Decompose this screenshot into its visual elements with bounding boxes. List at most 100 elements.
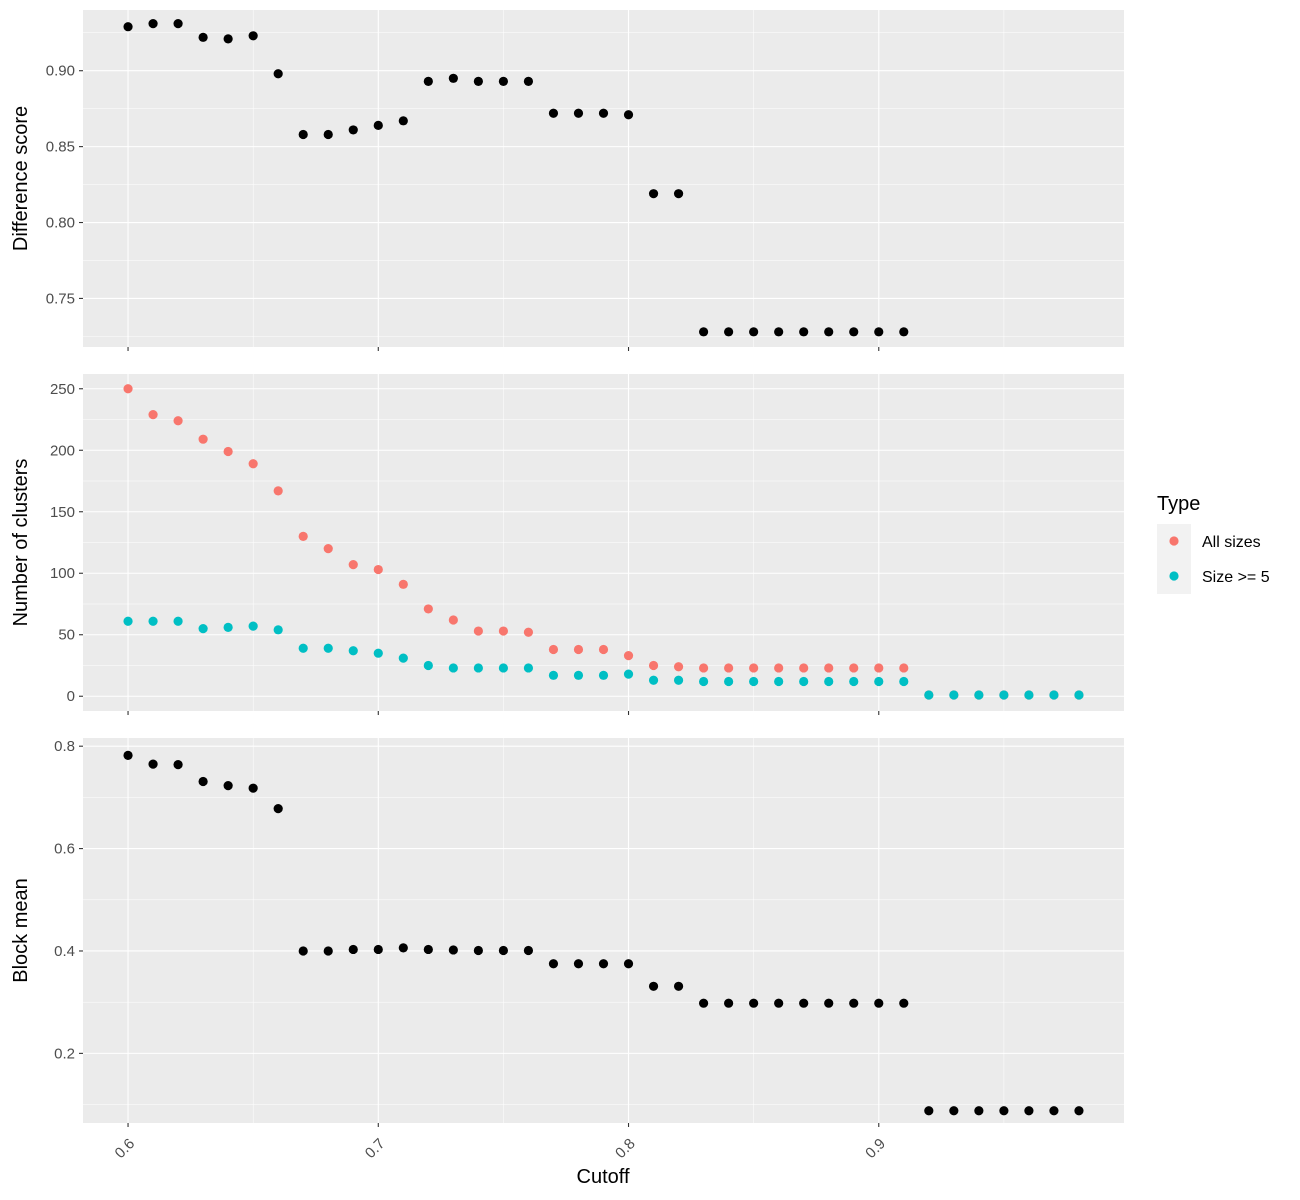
series-points (123, 750, 1084, 1116)
legend-key-box (1157, 524, 1191, 594)
legend-label: All sizes (1202, 534, 1261, 551)
data-point (1049, 1106, 1059, 1116)
data-point (724, 998, 734, 1008)
data-point (523, 627, 534, 637)
data-point (398, 579, 408, 589)
data-point (498, 626, 509, 636)
data-point (373, 564, 383, 575)
y-tick-label: 150 (50, 504, 75, 521)
legend-title: Type (1157, 493, 1200, 515)
data-point (498, 945, 509, 956)
data-point (698, 998, 709, 1008)
series-all-sizes (123, 384, 1084, 700)
data-point (173, 616, 183, 626)
data-point (548, 644, 559, 655)
data-point (548, 959, 559, 969)
data-point (899, 676, 909, 687)
data-point (949, 1106, 959, 1116)
y-tick-label: 200 (50, 442, 75, 459)
data-point (223, 446, 233, 457)
legend-key-2 (1169, 571, 1179, 581)
data-point (648, 981, 659, 991)
data-point (924, 690, 934, 700)
panel-background (83, 10, 1124, 347)
data-point (1024, 1106, 1034, 1116)
data-point (548, 108, 559, 118)
data-point (448, 73, 458, 83)
y-tick-label: 0.4 (54, 943, 75, 960)
data-point (523, 76, 534, 86)
data-point (273, 804, 283, 814)
data-point (899, 327, 909, 337)
data-point (724, 663, 734, 673)
data-point (223, 34, 233, 44)
data-point (749, 663, 759, 673)
data-point (623, 651, 634, 661)
data-point (749, 998, 759, 1008)
data-point (448, 663, 458, 673)
data-point (348, 944, 358, 955)
data-point (348, 560, 358, 570)
data-point (623, 959, 634, 969)
data-point (423, 944, 433, 955)
data-point (849, 998, 859, 1008)
data-point (598, 644, 609, 655)
data-point (749, 327, 759, 337)
data-point (974, 1106, 984, 1116)
data-point (623, 669, 634, 679)
data-point (598, 670, 609, 680)
panels: 0.75 0.80 0.85 0.90 Difference score 0 50 100 15… (10, 10, 1124, 1162)
data-point (824, 676, 834, 687)
x-tick-label: 0.8 (612, 1135, 639, 1162)
data-point (473, 626, 483, 636)
y-tick-label: 0.8 (54, 738, 75, 755)
data-point (724, 327, 734, 337)
data-point (323, 946, 333, 956)
data-point (874, 663, 884, 673)
data-point (198, 776, 208, 787)
data-point (824, 998, 834, 1008)
data-point (423, 76, 433, 86)
data-point (173, 19, 183, 29)
data-point (573, 959, 584, 969)
data-point (799, 998, 809, 1008)
y-tick-label: 0.75 (46, 290, 75, 307)
data-point (523, 663, 534, 673)
panel-2: 0 50 100 150 200 250 Number of clusters (10, 374, 1124, 715)
data-point (799, 663, 809, 673)
data-point (373, 120, 383, 130)
data-point (223, 781, 233, 791)
data-point (698, 663, 709, 673)
data-point (348, 125, 358, 135)
y-axis-title: Block mean (10, 878, 32, 983)
data-point (799, 327, 809, 337)
data-point (673, 675, 684, 685)
y-tick-label: 0 (67, 688, 75, 705)
data-point (248, 783, 258, 793)
data-point (899, 663, 909, 673)
data-point (198, 32, 208, 42)
data-point (824, 327, 834, 337)
data-point (598, 108, 609, 118)
data-point (648, 660, 659, 671)
data-point (799, 676, 809, 687)
data-point (523, 945, 534, 956)
data-point (473, 663, 483, 673)
data-point (298, 129, 308, 140)
data-point (348, 646, 358, 656)
y-axis-title: Number of clusters (10, 459, 32, 627)
data-point (774, 327, 784, 337)
panel-3: 0.2 0.4 0.6 0.8 Block mean 0.6 0.7 0.8 0.9 (10, 738, 1124, 1162)
data-point (123, 384, 133, 394)
y-axis-title: Difference score (10, 106, 32, 251)
panel-1: 0.75 0.80 0.85 0.90 Difference score (10, 10, 1124, 351)
data-point (849, 327, 859, 337)
data-point (1049, 690, 1059, 700)
y-tick-label: 0.80 (46, 215, 75, 232)
data-point (273, 486, 283, 496)
panel-background (83, 738, 1124, 1123)
data-point (573, 644, 584, 655)
data-point (273, 625, 283, 635)
data-point (498, 76, 509, 86)
